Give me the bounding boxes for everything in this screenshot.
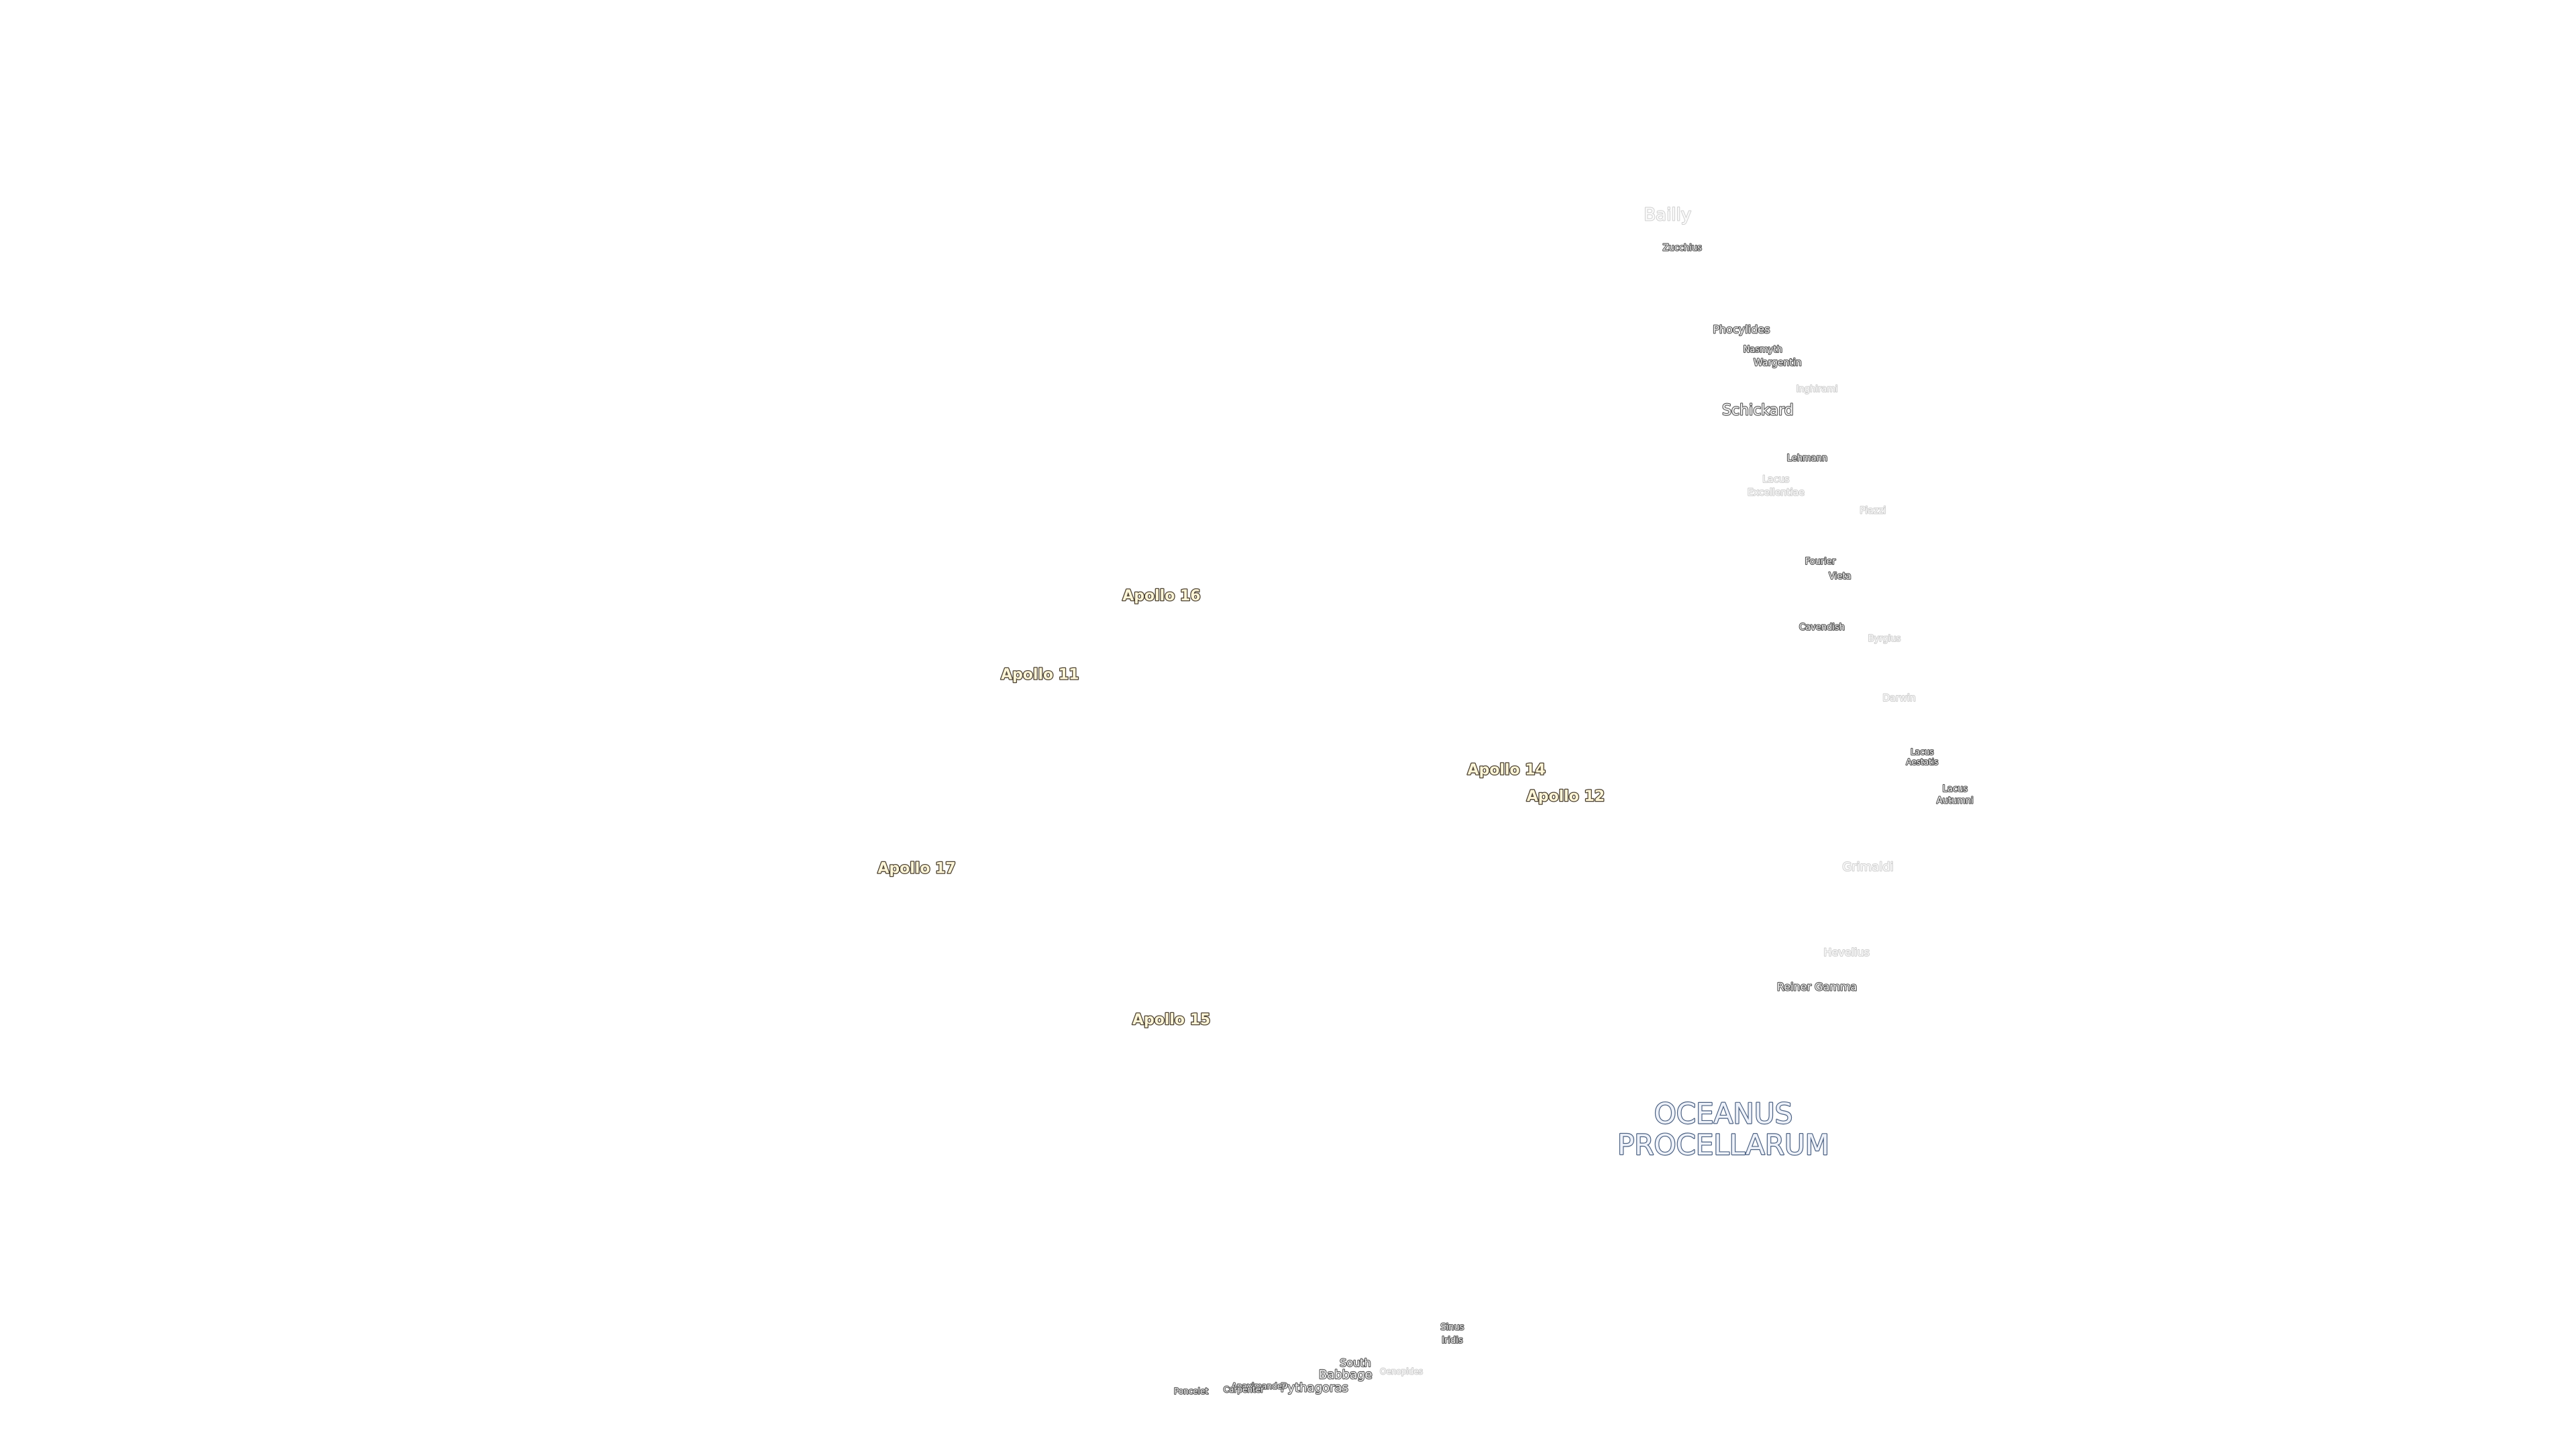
feature-label: Hevelius (1823, 946, 1870, 959)
landing-site-label: Apollo 15 (1132, 1012, 1210, 1028)
feature-label: Bailly (1644, 205, 1691, 225)
feature-label: Sinus (1440, 1322, 1464, 1332)
feature-label: Iridis (1442, 1336, 1463, 1346)
feature-label: Fourier (1805, 557, 1836, 567)
feature-label: Anaximander (1232, 1381, 1285, 1391)
feature-label: Piazzi (1860, 506, 1886, 517)
feature-label: Lacus (1911, 747, 1934, 757)
feature-label: Cavendish (1799, 623, 1845, 633)
landing-site-label: Apollo 17 (877, 861, 955, 877)
landing-site-label: Apollo 16 (1122, 588, 1200, 604)
feature-label: Excellentiae (1748, 488, 1805, 498)
feature-label: Inghirami (1796, 384, 1838, 394)
feature-label: Wargentin (1754, 358, 1802, 368)
feature-label: Grimaldi (1842, 860, 1893, 874)
landing-site-label: Apollo 14 (1468, 762, 1546, 779)
feature-label: Phocylides (1713, 323, 1770, 336)
feature-label: Babbage (1319, 1368, 1373, 1382)
feature-label: Byrgius (1868, 634, 1901, 644)
feature-label: Oenopides (1380, 1366, 1423, 1376)
feature-label: Lacus (1943, 784, 1968, 794)
feature-label: Autumni (1937, 796, 1974, 806)
feature-label: Nasmyth (1743, 345, 1782, 355)
feature-label: Schickard (1722, 402, 1794, 419)
feature-label: Carpenter (1224, 1385, 1264, 1394)
feature-label: Poncelet (1174, 1387, 1208, 1396)
feature-label: Aestatis (1906, 757, 1938, 767)
region-label: OCEANUS (1654, 1097, 1792, 1130)
region-label: PROCELLARUM (1617, 1128, 1829, 1161)
feature-label: Vieta (1829, 572, 1851, 582)
feature-label: Zucchius (1663, 243, 1703, 253)
feature-label: Lehmann (1787, 453, 1827, 464)
feature-label: Darwin (1882, 693, 1915, 704)
feature-label: Reiner Gamma (1777, 980, 1858, 993)
feature-label: Pythagoras (1281, 1381, 1348, 1395)
feature-label: South (1340, 1356, 1371, 1369)
landing-site-label: Apollo 12 (1527, 788, 1605, 805)
landing-site-label: Apollo 11 (1001, 667, 1079, 684)
feature-label: Lacus (1762, 474, 1789, 485)
